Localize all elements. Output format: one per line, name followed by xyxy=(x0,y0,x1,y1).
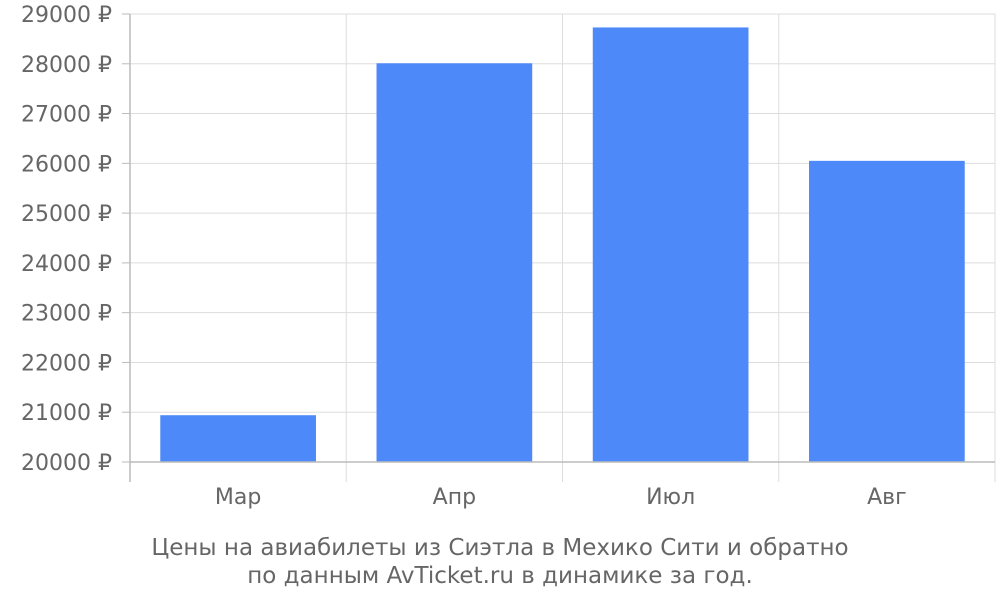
y-tick-label: 24000 ₽ xyxy=(21,252,112,277)
bar-1 xyxy=(160,415,316,462)
x-tick-label: Авг xyxy=(867,485,907,510)
y-tick-label: 22000 ₽ xyxy=(21,351,112,376)
chart-caption-line-1: Цены на авиабилеты из Сиэтла в Мехико Си… xyxy=(151,535,849,561)
bar-4 xyxy=(809,160,965,462)
axes xyxy=(122,13,996,482)
x-tick-label: Апр xyxy=(433,485,476,510)
x-tick-label: Мар xyxy=(215,485,261,510)
chart-caption-line-2: по данным AvTicket.ru в динамике за год. xyxy=(247,563,753,589)
tick-labels: 20000 ₽ 21000 ₽ 22000 ₽ 23000 ₽ 24000 ₽ 25000… xyxy=(21,3,907,510)
bars xyxy=(160,27,965,462)
y-tick-label: 28000 ₽ xyxy=(21,53,112,78)
bar-3 xyxy=(592,27,749,462)
y-tick-label: 20000 ₽ xyxy=(21,451,112,476)
y-tick-label: 21000 ₽ xyxy=(21,401,112,426)
y-tick-label: 23000 ₽ xyxy=(21,302,112,327)
bar-2 xyxy=(376,63,533,462)
x-tick-label: Июл xyxy=(646,485,695,510)
y-tick-label: 27000 ₽ xyxy=(21,103,112,128)
y-tick-label: 25000 ₽ xyxy=(21,202,112,227)
grid-lines xyxy=(130,13,996,463)
y-tick-label: 29000 ₽ xyxy=(21,3,112,28)
y-tick-label: 26000 ₽ xyxy=(21,152,112,177)
